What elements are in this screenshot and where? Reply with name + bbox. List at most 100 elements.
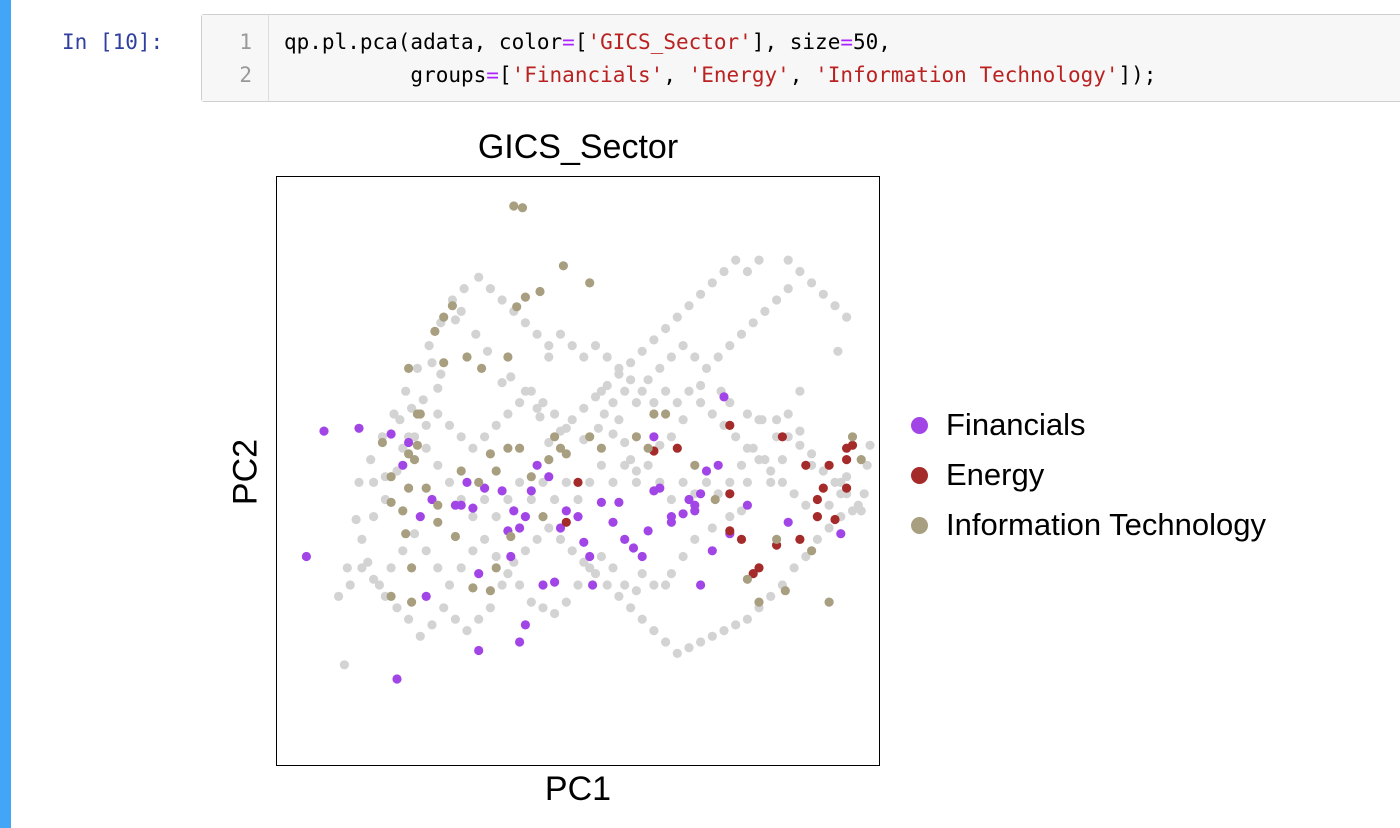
chart-legend: Financials Energy Information Technology <box>908 400 1266 550</box>
point-information-technology <box>462 352 472 362</box>
point-energy <box>824 460 834 470</box>
point-information-technology <box>477 363 487 373</box>
point-other <box>395 415 405 425</box>
point-financials <box>480 483 490 493</box>
point-other <box>456 432 466 442</box>
point-other <box>573 494 583 505</box>
point-other <box>427 358 437 368</box>
point-other <box>535 412 545 422</box>
legend-item-energy: Energy <box>908 450 1266 500</box>
point-other <box>725 398 735 408</box>
point-other <box>596 460 607 470</box>
point-information-technology <box>450 531 460 542</box>
point-financials <box>637 551 647 562</box>
point-other <box>754 415 764 425</box>
point-other <box>474 272 484 282</box>
point-information-technology <box>430 326 440 336</box>
point-other <box>497 378 507 388</box>
point-other <box>369 477 379 487</box>
point-other <box>444 580 455 590</box>
point-other <box>590 341 601 351</box>
point-energy <box>847 440 858 450</box>
point-information-technology <box>421 483 431 493</box>
point-other <box>666 432 677 442</box>
point-other <box>772 415 782 425</box>
point-information-technology <box>404 363 414 373</box>
point-other <box>480 534 490 545</box>
point-other <box>795 440 805 450</box>
point-other <box>366 455 376 465</box>
point-other <box>666 494 677 505</box>
point-other <box>555 329 566 339</box>
point-other <box>526 494 536 505</box>
point-other <box>795 386 805 396</box>
point-information-technology <box>512 302 522 312</box>
point-other <box>412 363 422 373</box>
point-other <box>497 295 507 305</box>
point-information-technology <box>407 563 417 573</box>
point-information-technology <box>780 586 790 596</box>
legend-marker <box>911 466 928 484</box>
point-other <box>398 546 408 556</box>
point-other <box>608 477 618 487</box>
x-axis-label: PC1 <box>544 770 612 808</box>
point-other <box>620 437 630 448</box>
point-information-technology <box>807 546 817 556</box>
code-editor[interactable]: 1 2 qp.pl.pca(adata, color=['GICS_Sector… <box>201 14 1400 102</box>
point-financials <box>678 509 688 519</box>
point-other <box>655 440 665 450</box>
point-energy <box>801 460 811 470</box>
point-other <box>824 500 834 510</box>
point-other <box>579 403 589 413</box>
point-other <box>783 284 793 294</box>
point-information-technology <box>596 443 607 453</box>
point-information-technology <box>386 591 396 602</box>
code-line-2[interactable]: groups=['Financials', 'Energy', 'Informa… <box>284 63 1156 87</box>
point-other <box>696 637 706 647</box>
point-other <box>766 477 776 487</box>
point-financials <box>544 472 554 482</box>
point-information-technology <box>520 292 531 302</box>
point-information-technology <box>550 432 560 442</box>
point-information-technology <box>710 494 720 505</box>
point-energy <box>736 534 747 545</box>
point-other <box>649 335 659 345</box>
point-information-technology <box>377 437 387 448</box>
point-other <box>766 591 776 602</box>
point-other <box>409 432 420 442</box>
point-financials <box>354 423 364 433</box>
point-other <box>491 420 501 430</box>
point-other <box>865 440 875 450</box>
line-number: 1 <box>239 30 252 54</box>
point-other <box>725 341 735 351</box>
point-other <box>503 494 513 505</box>
point-energy <box>830 514 840 525</box>
point-financials <box>468 503 478 513</box>
code-token: , <box>663 63 689 87</box>
point-other <box>515 398 525 408</box>
point-other <box>614 415 624 425</box>
point-financials <box>301 551 311 562</box>
point-other <box>596 551 607 562</box>
point-information-technology <box>661 409 671 419</box>
point-financials <box>701 466 712 476</box>
point-other <box>608 563 618 573</box>
point-other <box>754 255 764 265</box>
point-other <box>760 306 770 316</box>
legend-item-financials: Financials <box>908 400 1266 450</box>
point-financials <box>719 392 729 402</box>
point-other <box>550 494 560 505</box>
point-other <box>620 580 630 590</box>
point-financials <box>386 429 396 439</box>
point-other <box>351 514 361 525</box>
code-operator: = <box>840 30 854 54</box>
point-other <box>456 306 466 316</box>
code-token: ]); <box>1118 63 1157 87</box>
point-other <box>424 341 434 351</box>
point-other <box>602 580 612 590</box>
point-other <box>707 523 717 533</box>
point-other <box>783 409 793 419</box>
point-other <box>614 369 624 379</box>
code-line-1[interactable]: qp.pl.pca(adata, color=['GICS_Sector'], … <box>284 30 891 54</box>
